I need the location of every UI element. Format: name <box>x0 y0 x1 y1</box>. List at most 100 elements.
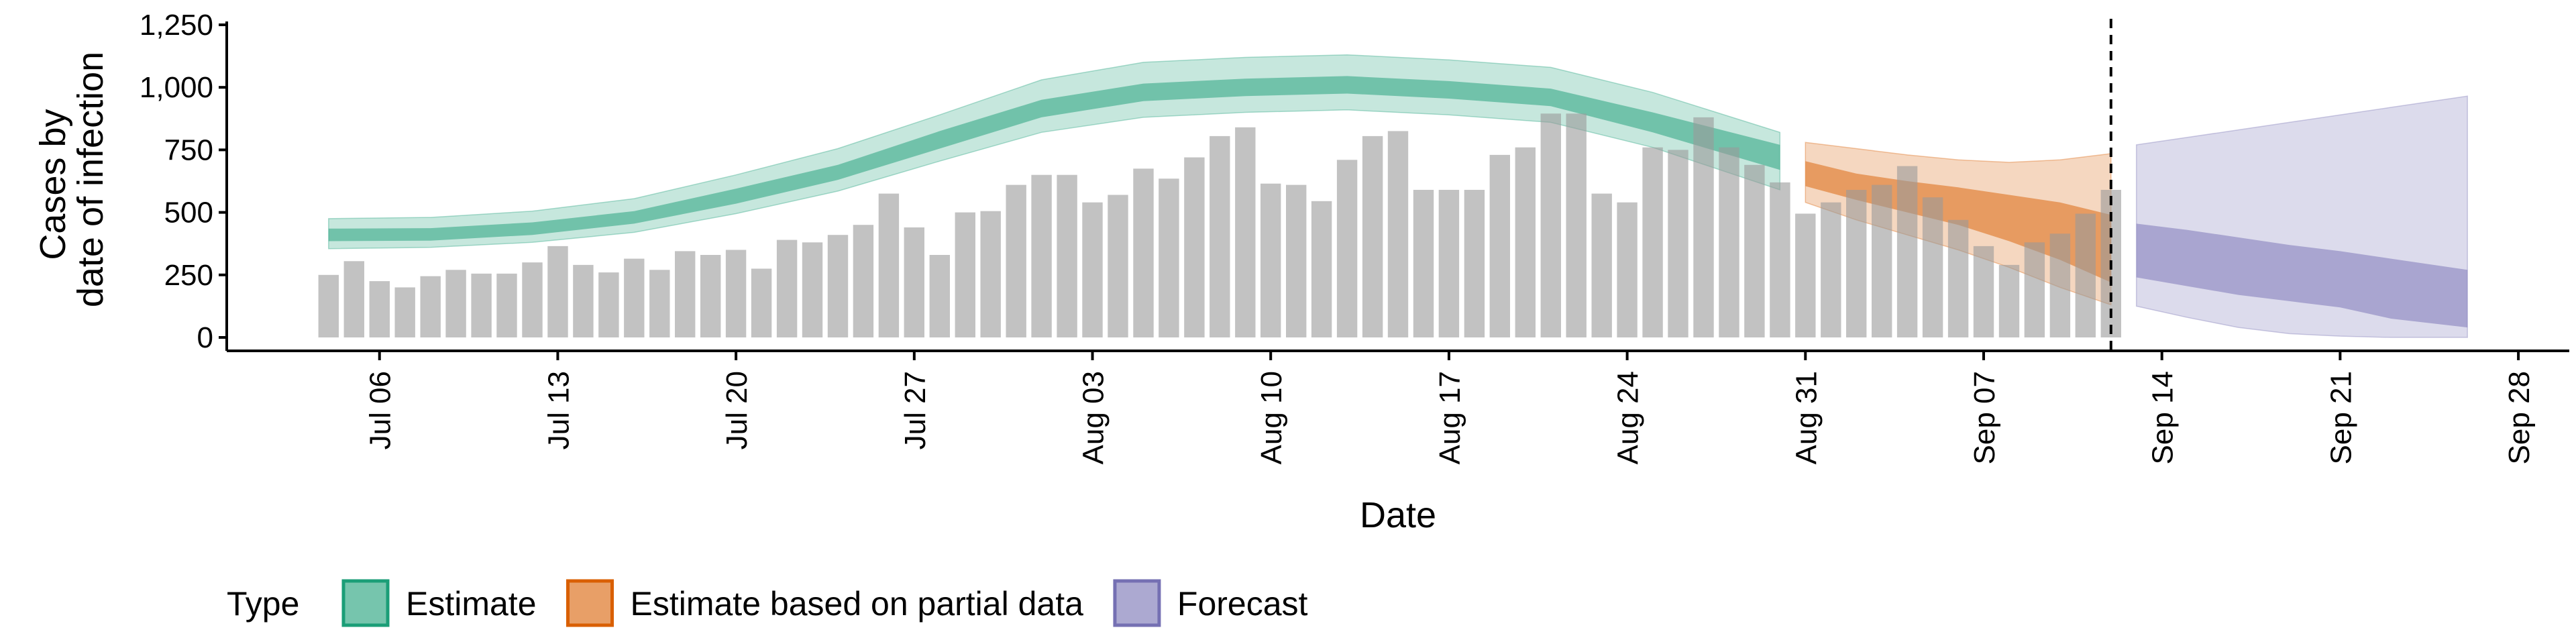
x-tick-label: Sep 14 <box>2147 371 2180 464</box>
case-bar <box>853 225 874 337</box>
case-bar <box>573 264 594 337</box>
legend-label-forecast: Forecast <box>1177 585 1308 623</box>
x-tick-label: Aug 10 <box>1255 371 1288 464</box>
case-bar <box>1133 168 1154 337</box>
case-bar <box>980 211 1001 337</box>
case-bar <box>1896 166 1918 337</box>
case-bar <box>1336 160 1358 338</box>
case-bar <box>675 251 696 337</box>
case-bar <box>802 242 823 337</box>
legend-swatch-estimate-based-on-partial-data <box>566 579 614 627</box>
estimate-outer-band <box>328 54 1781 250</box>
case-bar <box>547 246 568 337</box>
y-tick-label: 1,250 <box>140 9 213 42</box>
case-bar <box>725 250 747 337</box>
case-bar <box>343 261 364 337</box>
case-bar <box>827 235 849 337</box>
x-tick-label: Jul 06 <box>364 371 397 449</box>
legend-swatch-estimate <box>341 579 390 627</box>
case-bar <box>1006 184 1026 337</box>
case-bar <box>1668 150 1688 337</box>
x-tick-label: Aug 31 <box>1790 371 1823 464</box>
y-axis-ticks: 0 250 500 750 1,000 1,250 <box>140 9 227 354</box>
y-axis-title-line-1: Cases by <box>33 109 73 260</box>
case-bar <box>1260 183 1281 337</box>
case-bar <box>1387 131 1409 337</box>
case-bar <box>700 255 721 337</box>
case-bar <box>1210 136 1230 337</box>
x-tick-label: Jul 27 <box>899 371 932 449</box>
case-bar <box>1719 147 1739 337</box>
y-tick-label: 0 <box>197 321 213 354</box>
case-bar <box>1540 113 1561 338</box>
case-bar <box>1770 182 1790 337</box>
legend-swatch-forecast <box>1113 579 1161 627</box>
legend-label-estimate-based-on-partial-data: Estimate based on partial data <box>631 585 1084 623</box>
case-bar <box>776 239 798 337</box>
case-bar <box>445 270 466 337</box>
case-bar <box>1922 197 1943 337</box>
x-tick-label: Aug 24 <box>1612 371 1645 464</box>
x-tick-label: Sep 28 <box>2503 371 2536 464</box>
case-bar <box>1159 178 1179 337</box>
case-bar <box>904 227 924 337</box>
case-bar <box>318 274 339 337</box>
case-bar <box>624 258 645 337</box>
case-bar <box>1489 154 1510 337</box>
forecast-inner-band <box>2136 223 2468 328</box>
case-bar <box>751 268 772 337</box>
case-bar <box>1108 195 1128 337</box>
x-axis-title: Date <box>1360 495 1436 535</box>
case-bar <box>649 270 670 337</box>
x-tick-label: Sep 07 <box>1968 371 2001 464</box>
x-axis-ticks: Jul 06 Jul 13 Jul 20 Jul 27 Aug 03 Aug 10 Aug … <box>364 351 2536 464</box>
x-tick-label: Jul 13 <box>542 371 575 449</box>
case-bar <box>1286 184 1307 337</box>
case-bar <box>1057 174 1077 337</box>
case-bar <box>1973 246 1994 337</box>
case-bar <box>1872 184 1892 337</box>
case-bar <box>1642 147 1663 337</box>
case-bar <box>955 212 975 337</box>
case-bar <box>1311 201 1332 337</box>
case-bar <box>1846 190 1867 337</box>
case-bar <box>1566 113 1587 338</box>
case-bar <box>1235 127 1256 338</box>
case-bar <box>1744 164 1765 338</box>
y-tick-label: 1,000 <box>140 71 213 104</box>
case-bar <box>1947 219 1969 337</box>
case-bar <box>420 276 441 337</box>
case-bar <box>929 255 950 337</box>
y-axis-title: Cases by date of infection <box>33 52 111 307</box>
estimate-inner-band <box>328 76 1780 241</box>
case-bar <box>369 281 390 337</box>
case-bar <box>471 273 492 337</box>
case-bar <box>2075 213 2096 337</box>
y-axis-title-line-2: date of infection <box>70 52 111 307</box>
case-bar <box>522 262 543 337</box>
x-tick-label: Aug 17 <box>1434 371 1466 464</box>
y-tick-label: 500 <box>164 197 213 229</box>
x-tick-label: Jul 20 <box>720 371 753 449</box>
legend-label-estimate: Estimate <box>406 585 537 623</box>
case-bar <box>1591 193 1612 337</box>
case-bar <box>1438 190 1460 337</box>
case-bar <box>1693 117 1714 337</box>
case-bar <box>394 287 415 337</box>
legend-title: Type <box>227 585 299 623</box>
case-bar <box>1464 190 1485 337</box>
case-bar <box>2024 242 2045 337</box>
case-bar <box>1821 202 1841 337</box>
case-bar <box>1362 136 1383 337</box>
case-bar <box>1082 202 1103 337</box>
case-bar <box>598 272 619 337</box>
case-bar <box>1515 147 1536 337</box>
case-bar <box>1617 202 1638 337</box>
case-bar <box>1031 174 1052 337</box>
case-bar <box>496 273 517 337</box>
y-tick-label: 750 <box>164 133 213 166</box>
legend: Type Estimate Estimate based on partial d… <box>227 579 1308 627</box>
case-bar <box>2049 233 2071 337</box>
